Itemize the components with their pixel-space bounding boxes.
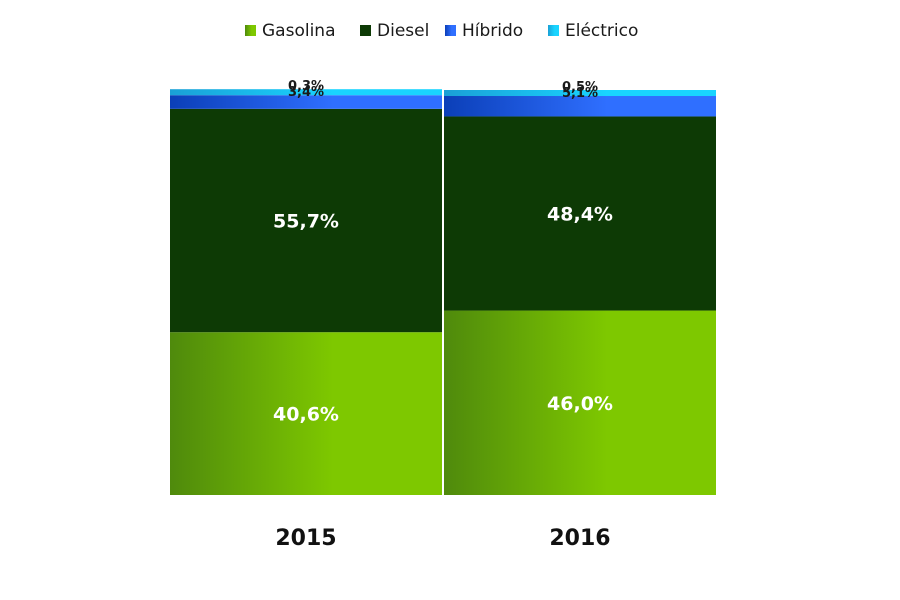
data-label-gasolina-2015: 40,6% xyxy=(273,404,339,426)
legend-label-electrico: Eléctrico xyxy=(565,21,638,41)
bars-group xyxy=(170,89,716,495)
category-label-2015: 2015 xyxy=(275,526,336,551)
category-label-2016: 2016 xyxy=(549,526,610,551)
legend-swatch-diesel xyxy=(360,25,371,36)
data-label-hibrido-2015: 3,4% xyxy=(288,85,324,100)
data-labels-group: 40,6% 55,7% 3,4%0,3% 46,0% 48,4% 5,1%0,5% xyxy=(273,79,613,425)
category-labels-group: 2015 2016 xyxy=(275,526,610,551)
bar-hibrido-2015 xyxy=(170,95,442,109)
data-label-diesel-2016: 48,4% xyxy=(547,203,613,225)
data-label-electrico-2015: 0,3% xyxy=(288,79,324,94)
legend-label-hibrido: Híbrido xyxy=(462,21,523,41)
bar-electrico-2016 xyxy=(444,90,716,97)
bar-diesel-2016 xyxy=(444,116,716,311)
legend-swatch-electrico xyxy=(548,25,559,36)
bar-hibrido-2016 xyxy=(444,96,716,117)
bar-electrico-2015 xyxy=(170,89,442,96)
data-label-electrico-2016: 0,5% xyxy=(562,80,598,95)
bar-gasolina-2015 xyxy=(170,332,442,495)
legend-swatch-gasolina xyxy=(245,25,256,36)
legend-label-gasolina: Gasolina xyxy=(262,21,336,41)
data-label-diesel-2015: 55,7% xyxy=(273,211,339,233)
data-label-gasolina-2016: 46,0% xyxy=(547,393,613,415)
legend-swatch-hibrido xyxy=(445,25,456,36)
bar-diesel-2015 xyxy=(170,108,442,333)
data-label-hibrido-2016: 5,1% xyxy=(562,86,598,101)
legend-label-diesel: Diesel xyxy=(377,21,429,41)
chart-legend: Gasolina Diesel Híbrido Eléctrico xyxy=(245,21,638,41)
bar-gasolina-2016 xyxy=(444,310,716,495)
